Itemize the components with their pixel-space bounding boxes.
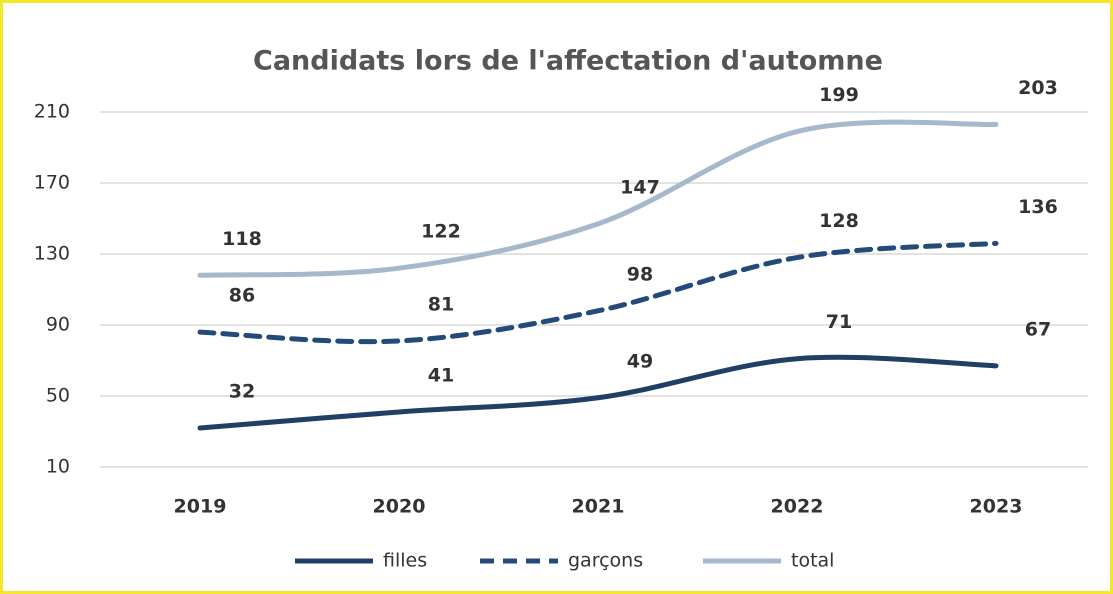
series-line	[197, 119, 999, 278]
x-tick-label: 2019	[174, 496, 227, 518]
x-tick-label: 2022	[771, 496, 824, 518]
legend-label: garçons	[568, 550, 643, 572]
legend-label: total	[791, 550, 834, 572]
x-tick-label: 2023	[970, 496, 1023, 518]
data-label: 147	[620, 176, 660, 198]
y-tick-label: 170	[34, 172, 70, 194]
data-label: 118	[222, 228, 262, 250]
data-label: 49	[627, 350, 653, 372]
data-label: 41	[428, 364, 454, 386]
y-tick-label: 50	[46, 385, 70, 407]
data-label: 122	[421, 221, 461, 243]
series-line	[197, 240, 999, 345]
y-tick-label: 130	[34, 243, 70, 265]
x-tick-label: 2021	[572, 496, 625, 518]
data-label: 98	[627, 263, 653, 285]
x-tick-label: 2020	[373, 496, 426, 518]
data-label: 71	[826, 311, 852, 333]
data-label: 136	[1018, 196, 1058, 218]
data-label: 199	[819, 84, 859, 106]
y-tick-label: 90	[46, 314, 70, 336]
chart-title: Candidats lors de l'affectation d'automn…	[253, 46, 883, 77]
y-tick-label: 10	[46, 456, 70, 478]
data-label: 81	[428, 293, 454, 315]
y-tick-label: 210	[34, 101, 70, 123]
legend-label: filles	[383, 550, 427, 572]
data-label: 86	[229, 285, 255, 307]
data-label: 128	[819, 210, 859, 232]
data-label: 203	[1018, 77, 1058, 99]
data-label: 32	[229, 380, 255, 402]
series-line	[197, 354, 999, 431]
data-label: 67	[1025, 318, 1051, 340]
